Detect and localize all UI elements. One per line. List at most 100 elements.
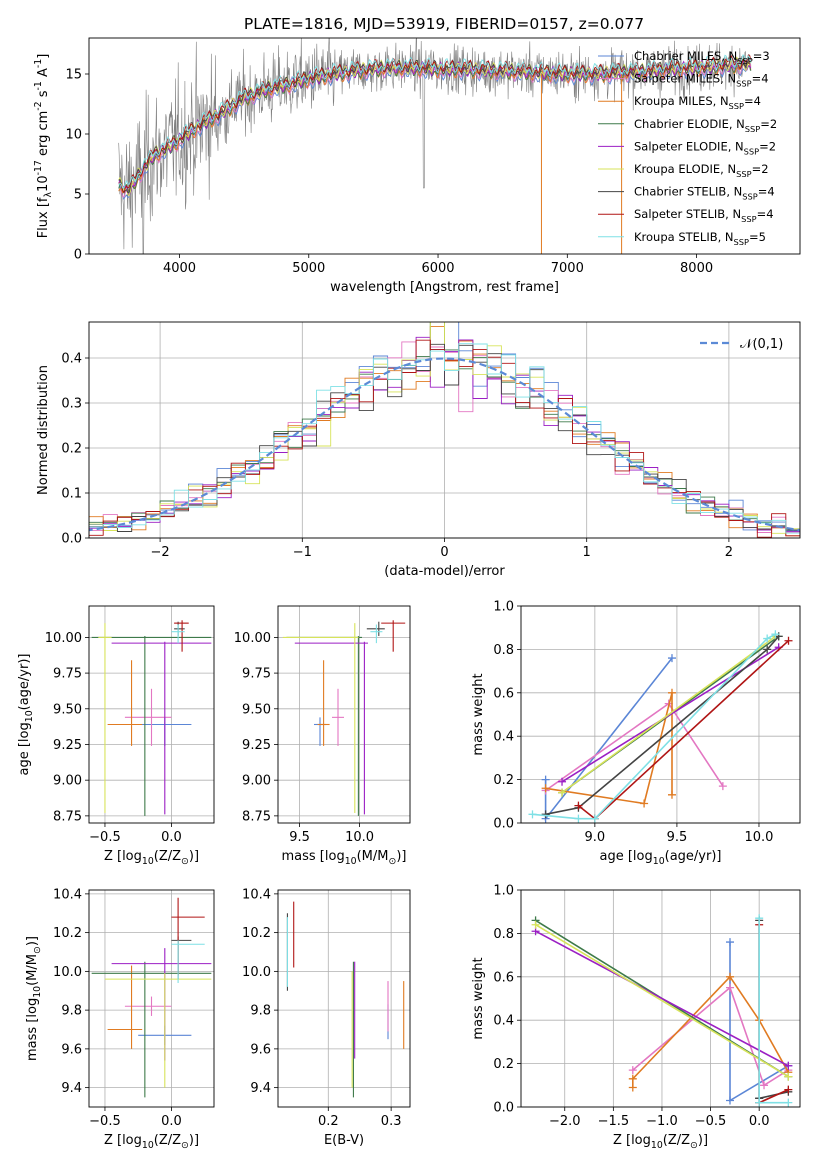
residuals-xtick-label: 2 (725, 545, 733, 560)
spectrum-xtick-label: 4000 (163, 261, 196, 276)
spectrum-axes: 4000 5000 6000 7000 8000 0 5 10 15 wavelength [An… (33, 37, 801, 295)
weight-vs-age-marker-kroupa-miles (667, 790, 676, 799)
weight-vs-age-line-chabrier-stelib (545, 635, 780, 816)
residuals-frame (88, 321, 801, 539)
weight-vs-age-ytick-label: 0.6 (493, 686, 514, 701)
residuals-ytick-label: 0.2 (61, 442, 82, 457)
weight-vs-Z-marker-salpeter-miles (726, 983, 735, 992)
weight-vs-age-plot-area (528, 630, 793, 823)
weight-vs-age-line-kroupa-miles (545, 692, 673, 805)
weight-vs-age-ytick-label: 0.0 (493, 817, 514, 832)
mass-vs-Z-ytick-label: 9.4 (61, 1081, 82, 1096)
mass-vs-Z-xtick-label: 0.0 (161, 1114, 182, 1129)
weight-vs-age-xtick-label: 9.0 (585, 830, 606, 845)
weight-vs-age-marker-chabrier-miles (541, 775, 550, 784)
age-vs-mass-xlabel: mass [log10(M/M⊙)] (282, 849, 407, 867)
weight-vs-age-xtick-label: 10.0 (744, 830, 773, 845)
residuals-ytick-label: 0.0 (61, 532, 82, 547)
mass-vs-Z-ytick-label: 9.6 (61, 1042, 82, 1057)
weight-vs-age-marker-kroupa-stelib (528, 810, 537, 819)
weight-vs-Z-marker-salpeter-stelib (784, 1085, 793, 1094)
legend-label-salpeter-stelib: Salpeter STELIB, NSSP=4 (634, 207, 774, 224)
age-vs-mass-plot-area (282, 620, 406, 816)
age-vs-mass-axes: 9.5 10.0 8.75 9.00 9.25 9.50 9.75 10.00 mass [lo… (234, 605, 411, 867)
legend-label-chabrier-stelib: Chabrier STELIB, NSSP=4 (634, 185, 775, 202)
age-vs-Z-ytick-label: 9.50 (53, 702, 82, 717)
mass-vs-Z-ytick-label: 10.2 (53, 926, 82, 941)
age-vs-Z-ylabel: age [log10(age/yr)] (17, 654, 35, 776)
weight-vs-Z-marker-kroupa-miles (628, 1083, 637, 1092)
age-vs-mass-ytick-label: 8.75 (242, 809, 271, 824)
weight-vs-Z-ylabel: mass weight (471, 957, 486, 1039)
mass-vs-EBV-ytick-label: 10.2 (242, 926, 271, 941)
weight-vs-Z-ytick-label: 0.4 (493, 1014, 514, 1029)
weight-vs-age-ytick-label: 0.8 (493, 643, 514, 658)
weight-vs-Z-line-chabrier-stelib (758, 920, 789, 1100)
mass-vs-Z-xlabel: Z [log10(Z/Z⊙)] (104, 1133, 199, 1151)
residuals-xtick-label: 0 (440, 545, 448, 560)
mass-vs-EBV-frame (277, 889, 411, 1108)
mass-vs-Z-xtick-label: −0.5 (89, 1114, 121, 1129)
weight-vs-age-marker-chabrier-miles (667, 654, 676, 663)
mass-vs-EBV-xlabel: E(B-V) (324, 1133, 364, 1148)
age-vs-mass-frame (277, 605, 411, 824)
spectrum-ytick-label: 15 (65, 68, 82, 83)
model-spectrum-kroupa-stelib (118, 53, 752, 189)
spectrum-legend: Chabrier MILES, NSSP=3 Salpeter MILES, NS… (598, 49, 777, 247)
age-vs-Z-xtick-label: 0.0 (161, 830, 182, 845)
weight-vs-age-marker-kroupa-miles (667, 688, 676, 697)
weight-vs-Z-marker-salpeter-miles (628, 1066, 637, 1075)
weight-vs-age-line-chabrier-miles (544, 657, 673, 822)
legend-label-salpeter-elodie: Salpeter ELODIE, NSSP=2 (634, 139, 776, 156)
spectrum-xtick-label: 6000 (421, 261, 454, 276)
spectrum-ytick-label: 0 (74, 248, 82, 263)
legend-label-chabrier-miles: Chabrier MILES, NSSP=3 (634, 49, 770, 66)
mass-vs-Z-ytick-label: 9.8 (61, 1004, 82, 1019)
weight-vs-Z-xtick-label: −0.5 (695, 1114, 727, 1129)
spectrum-ytick-label: 5 (74, 188, 82, 203)
age-vs-Z-frame (88, 605, 215, 824)
mass-vs-EBV-ytick-label: 9.6 (250, 1042, 271, 1057)
residuals-axes: −2 −1 0 1 2 0.0 0.1 0.2 0.3 0.4 (data-model)/error… (36, 321, 801, 579)
weight-vs-age-axes: 9.0 9.5 10.0 0.0 0.2 0.4 0.6 0.8 1.0 age [log10(a… (471, 600, 801, 867)
residuals-xtick-label: −1 (293, 545, 312, 560)
mass-vs-EBV-ytick-label: 9.8 (250, 1004, 271, 1019)
age-vs-mass-xtick-label: 10.0 (345, 830, 374, 845)
weight-vs-Z-line-salpeter-elodie (535, 930, 789, 1067)
weight-vs-age-xlabel: age [log10(age/yr)] (600, 849, 722, 867)
spectrum-xtick-label: 8000 (680, 261, 713, 276)
mass-vs-EBV-xtick-label: 0.3 (381, 1114, 402, 1129)
weight-vs-age-marker-salpeter-stelib (784, 636, 793, 645)
residuals-ytick-label: 0.4 (61, 352, 82, 367)
legend-label-salpeter-miles: Salpeter MILES, NSSP=4 (634, 72, 769, 89)
legend-label-chabrier-elodie: Chabrier ELODIE, NSSP=2 (634, 117, 777, 134)
age-vs-Z-ytick-label: 8.75 (53, 809, 82, 824)
weight-vs-age-line-kroupa-elodie (561, 635, 776, 794)
weight-vs-age-marker-kroupa-stelib (590, 814, 599, 823)
weight-vs-Z-marker-kroupa-stelib (784, 1098, 793, 1107)
legend-label-normal: 𝒩(0,1) (740, 337, 783, 352)
weight-vs-Z-marker-kroupa-elodie (784, 1072, 793, 1081)
residuals-ytick-label: 0.3 (61, 397, 82, 412)
weight-vs-Z-xtick-label: 0.0 (749, 1114, 770, 1129)
weight-vs-age-xtick-label: 9.5 (667, 830, 688, 845)
weight-vs-age-marker-kroupa-miles (640, 799, 649, 808)
mass-vs-Z-axes: −0.5 0.0 9.4 9.6 9.8 10.0 10.2 10.4 Z [log10(Z/Z… (25, 887, 215, 1151)
weight-vs-age-marker-kroupa-miles (541, 784, 550, 793)
weight-vs-Z-xtick-label: −1.5 (598, 1114, 630, 1129)
residuals-xtick-label: −2 (151, 545, 170, 560)
spectrum-ytick-label: 10 (65, 128, 82, 143)
weight-vs-Z-line-kroupa-elodie (535, 924, 789, 1078)
weight-vs-Z-marker-chabrier-miles (726, 938, 735, 947)
age-vs-mass-ytick-label: 9.75 (242, 667, 271, 682)
age-vs-Z-ytick-label: 9.75 (53, 667, 82, 682)
spectrum-xtick-label: 7000 (551, 261, 584, 276)
weight-vs-age-frame (520, 605, 801, 824)
weight-vs-age-marker-kroupa-stelib (771, 630, 780, 639)
spectrum-xtick-label: 5000 (292, 261, 325, 276)
weight-vs-Z-marker-salpeter-elodie (784, 1061, 793, 1070)
age-vs-Z-xtick-label: −0.5 (89, 830, 121, 845)
spectrum-ylabel: Flux [fλ10-17 erg cm-2 s-1 A-1] (33, 54, 54, 239)
